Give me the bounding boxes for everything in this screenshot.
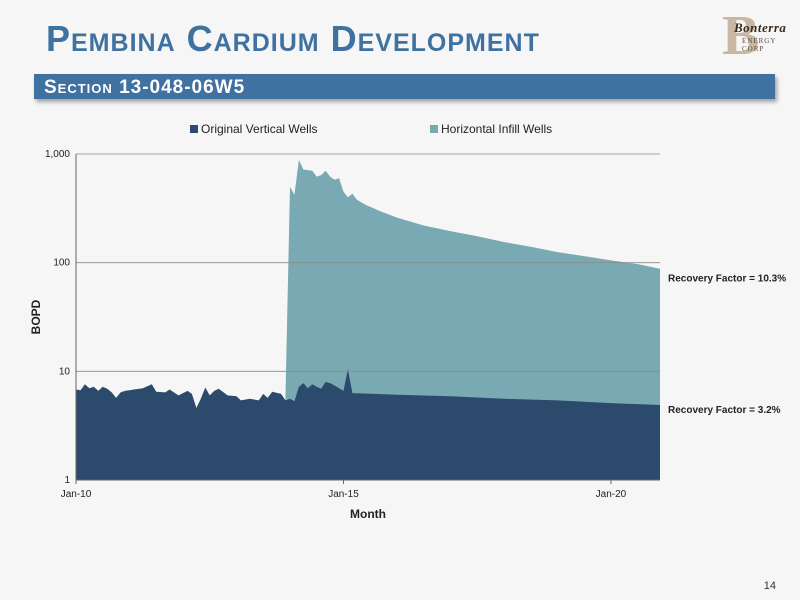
y-axis-title: BOPD xyxy=(29,299,43,334)
slide-title: Pembina Cardium Development xyxy=(46,18,540,59)
x-tick-label: Jan-20 xyxy=(596,489,627,500)
logo-subtitle: ENERGY CORP xyxy=(742,37,777,53)
recovery-factor-label: Recovery Factor = 10.3% xyxy=(668,274,786,285)
section-banner: Section 13-048-06W5 xyxy=(34,74,775,99)
x-axis-title: Month xyxy=(350,507,386,521)
legend-label: Horizontal Infill Wells xyxy=(441,122,552,136)
x-tick-label: Jan-10 xyxy=(61,489,92,500)
logo-monogram: B xyxy=(722,5,760,67)
page-number: 14 xyxy=(763,580,776,592)
legend-swatch xyxy=(190,125,198,133)
y-tick-label: 10 xyxy=(59,366,71,377)
y-tick-label: 1,000 xyxy=(45,149,70,160)
recovery-factor-label: Recovery Factor = 3.2% xyxy=(668,405,781,416)
logo-name: Bonterra xyxy=(734,20,787,35)
legend-label: Original Vertical Wells xyxy=(201,122,317,136)
y-tick-label: 100 xyxy=(53,258,70,269)
section-title: Section 13-048-06W5 xyxy=(44,77,246,98)
company-logo: B Bonterra ENERGY CORP xyxy=(722,5,792,67)
y-tick-label: 1 xyxy=(64,475,70,486)
x-tick-label: Jan-15 xyxy=(328,489,359,500)
area-original-vertical-wells xyxy=(76,369,660,480)
legend-swatch xyxy=(430,125,438,133)
